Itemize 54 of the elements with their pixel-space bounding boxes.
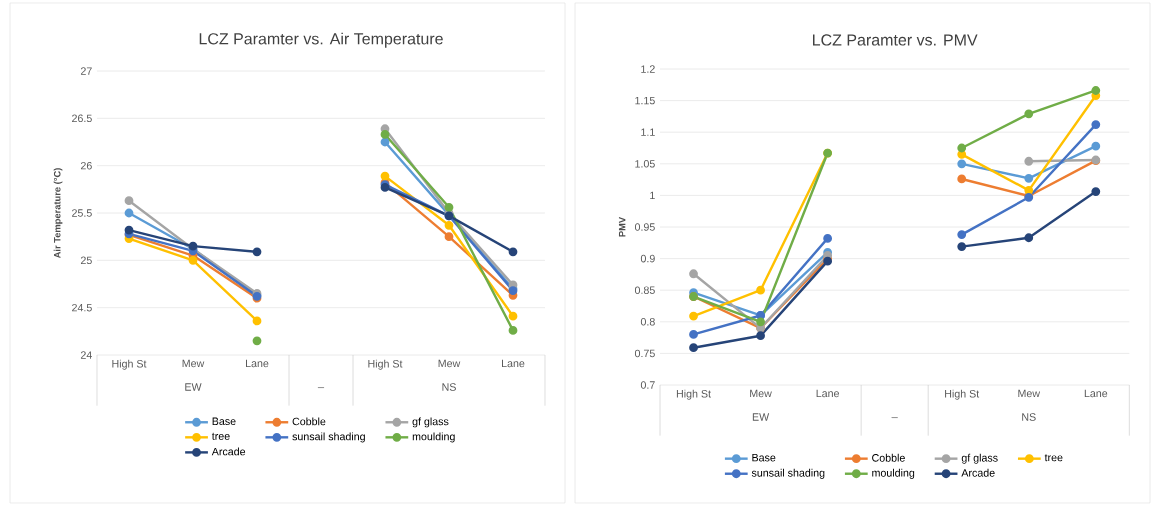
- legend-label: sunsail shading: [292, 432, 365, 443]
- y-tick-label: 1.05: [635, 160, 655, 168]
- text: NS: [1022, 413, 1036, 421]
- y-tick-label: 0.95: [634, 223, 655, 231]
- x-tick-label: Mew: [750, 389, 772, 398]
- legend-label: Cobble: [872, 453, 905, 462]
- x-tick-label: High St: [676, 389, 711, 400]
- legend-label: gf glass: [961, 453, 998, 464]
- y-tick-label: 0.8: [640, 318, 655, 326]
- x-tick-label: Mew: [182, 359, 205, 368]
- text: EW: [752, 413, 770, 421]
- y-tick-label: 27: [80, 67, 92, 75]
- text: _: [891, 417, 898, 419]
- y-tick-label: 26: [80, 161, 92, 170]
- x-tick-label: Mew: [1018, 389, 1041, 398]
- legend-label: Base: [752, 453, 776, 462]
- x-tick-label: High St: [112, 359, 147, 370]
- x-tick-label: Lane: [502, 359, 525, 368]
- y-axis-title: PMV: [618, 216, 626, 237]
- legend-label: tree: [1044, 454, 1063, 462]
- legend-label: Cobble: [292, 417, 326, 426]
- chart-title: LCZ Paramter vs. PMV: [813, 34, 978, 46]
- chart-title: LCZ Paramter vs. Air Temperature: [199, 32, 443, 48]
- y-tick-label: 1.2: [641, 65, 655, 73]
- legend-label: gf glass: [412, 417, 449, 428]
- x-tick-label: Lane: [246, 359, 269, 368]
- y-tick-label: 1.1: [641, 128, 655, 136]
- y-tick-label: 26.5: [72, 114, 92, 123]
- x-tick-label: Lane: [1084, 389, 1108, 398]
- text: EW: [185, 383, 202, 391]
- y-tick-label: 0.75: [634, 349, 655, 358]
- y-tick-label: 0.9: [640, 254, 655, 263]
- y-tick-label: 25: [80, 256, 92, 265]
- y-tick-label: 1: [650, 191, 655, 200]
- legend-label: Arcade: [211, 447, 246, 456]
- x-tick-label: Mew: [438, 359, 461, 368]
- legend-label: Arcade: [961, 468, 995, 477]
- x-tick-label: High St: [945, 389, 980, 400]
- y-tick-label: 25.5: [72, 209, 92, 217]
- y-tick-label: 24: [80, 351, 92, 359]
- y-tick-label: 1.15: [635, 96, 655, 105]
- legend-label: Base: [212, 417, 236, 426]
- y-tick-label: 0.85: [634, 286, 655, 294]
- x-tick-label: High St: [368, 359, 403, 370]
- legend-label: moulding: [412, 432, 455, 443]
- x-tick-label: Lane: [816, 389, 840, 398]
- y-axis-title: Air Temperature (°C): [53, 168, 63, 259]
- y-tick-label: 24.5: [72, 303, 92, 312]
- text: _: [317, 387, 325, 389]
- legend-label: sunsail shading: [751, 468, 825, 479]
- legend-label: moulding: [872, 468, 915, 479]
- legend-label: tree: [211, 432, 230, 440]
- text: NS: [442, 383, 456, 391]
- y-tick-label: 0.7: [640, 381, 655, 389]
